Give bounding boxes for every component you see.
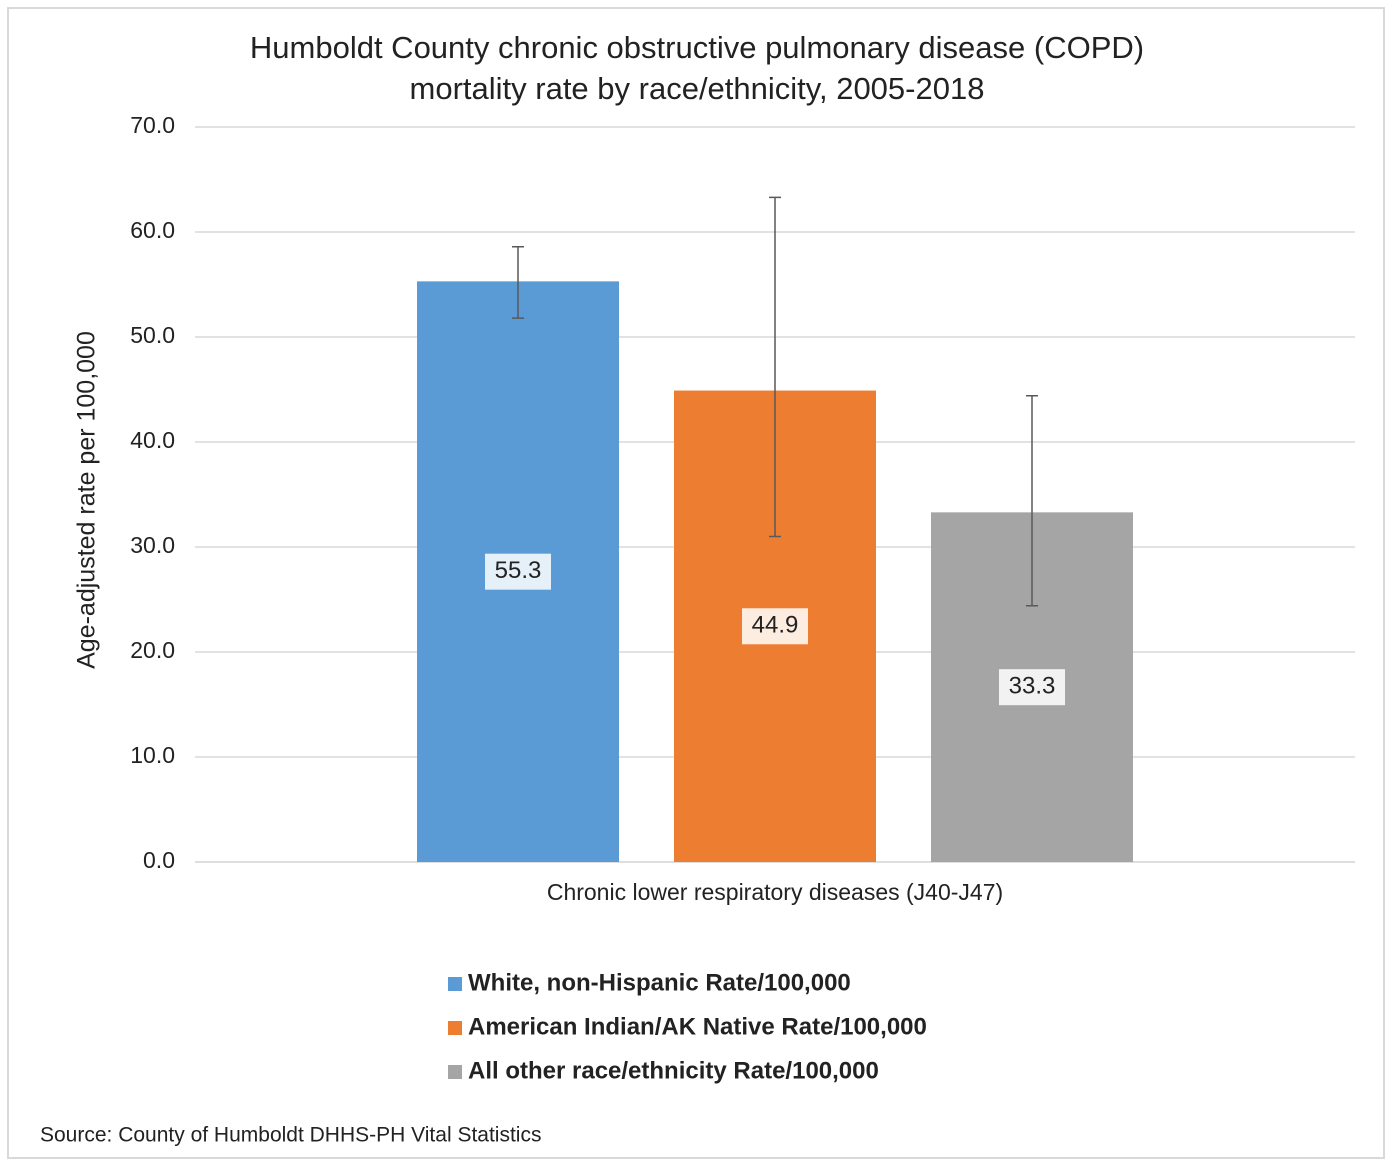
x-tick-label: Chronic lower respiratory diseases (J40-…: [547, 879, 1003, 905]
y-tick-label: 10.0: [130, 742, 175, 768]
source-note: Source: County of Humboldt DHHS-PH Vital…: [40, 1124, 541, 1147]
error-bar: [1026, 395, 1038, 607]
value-label-box: [485, 553, 551, 590]
legend-label: White, non-Hispanic Rate/100,000: [468, 969, 851, 996]
chart-title: mortality rate by race/ethnicity, 2005-2…: [410, 71, 985, 106]
chart-title: Humboldt County chronic obstructive pulm…: [250, 30, 1144, 65]
value-label: 33.3: [1009, 673, 1056, 700]
legend-label: American Indian/AK Native Rate/100,000: [468, 1013, 927, 1040]
y-tick-label: 40.0: [130, 427, 175, 453]
value-label-box: [999, 669, 1065, 706]
y-tick-label: 60.0: [130, 217, 175, 243]
legend-swatch: [448, 1065, 462, 1079]
y-tick-label: 0.0: [143, 847, 175, 873]
y-tick-label: 70.0: [130, 112, 175, 138]
y-axis-title: Age-adjusted rate per 100,000: [73, 331, 101, 669]
legend-swatch: [448, 1021, 462, 1035]
legend-swatch: [448, 977, 462, 991]
y-tick-label: 30.0: [130, 532, 175, 558]
legend-label: All other race/ethnicity Rate/100,000: [468, 1057, 879, 1084]
y-tick-label: 50.0: [130, 322, 175, 348]
value-label: 55.3: [495, 557, 542, 584]
y-tick-label: 20.0: [130, 637, 175, 663]
error-bar: [769, 196, 781, 538]
value-label: 44.9: [752, 612, 799, 639]
error-bar: [512, 245, 524, 319]
value-label-box: [742, 608, 808, 645]
